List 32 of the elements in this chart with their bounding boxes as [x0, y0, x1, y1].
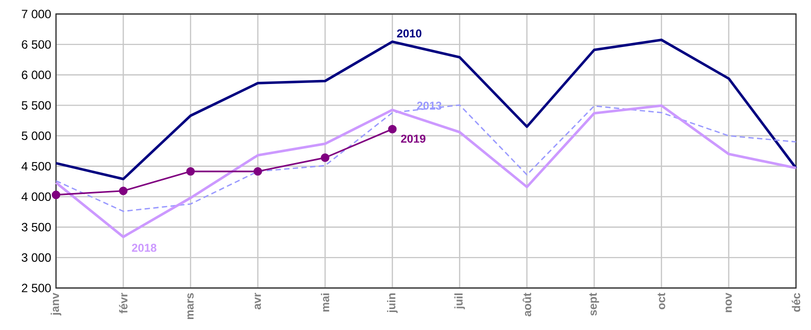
y-tick-label: 6 500 [22, 40, 51, 49]
x-tick-label: avr [254, 292, 261, 310]
x-tick-label: déc [792, 293, 800, 312]
y-tick-label: 3 000 [22, 253, 51, 262]
point [254, 167, 262, 176]
point [388, 124, 397, 134]
y-tick-label: 4 000 [22, 192, 51, 201]
x-tick-label: oct [658, 292, 666, 310]
y-tick-label: 3 500 [22, 222, 51, 232]
y-tick-label: 5 000 [22, 132, 51, 140]
point [320, 153, 330, 162]
series-label: 2018 [132, 244, 156, 252]
x-tick-label: sept [589, 292, 600, 316]
y-tick-label: 5 500 [22, 101, 51, 110]
y-tick-label: 6 000 [22, 70, 51, 80]
point [119, 186, 128, 196]
x-tick-label: mai [320, 294, 330, 312]
x-tick-label: janv [50, 292, 62, 316]
line-series [54, 38, 798, 180]
y-tick-label: 4 500 [22, 162, 51, 170]
x-tick-label: juin [387, 293, 398, 314]
x-tick-label: févr [119, 292, 128, 314]
point [52, 190, 60, 200]
point [186, 167, 195, 176]
x-tick-label: août [522, 292, 532, 316]
x-tick-label: nov [726, 292, 732, 312]
series-label: 2019 [401, 134, 426, 143]
y-tick-label: 7 000 [22, 10, 51, 18]
x-tick-label: mars [187, 293, 194, 320]
series-label: 2010 [397, 29, 422, 38]
y-tick-label: 2 500 [22, 284, 51, 292]
x-tick-label: juil [454, 294, 465, 310]
